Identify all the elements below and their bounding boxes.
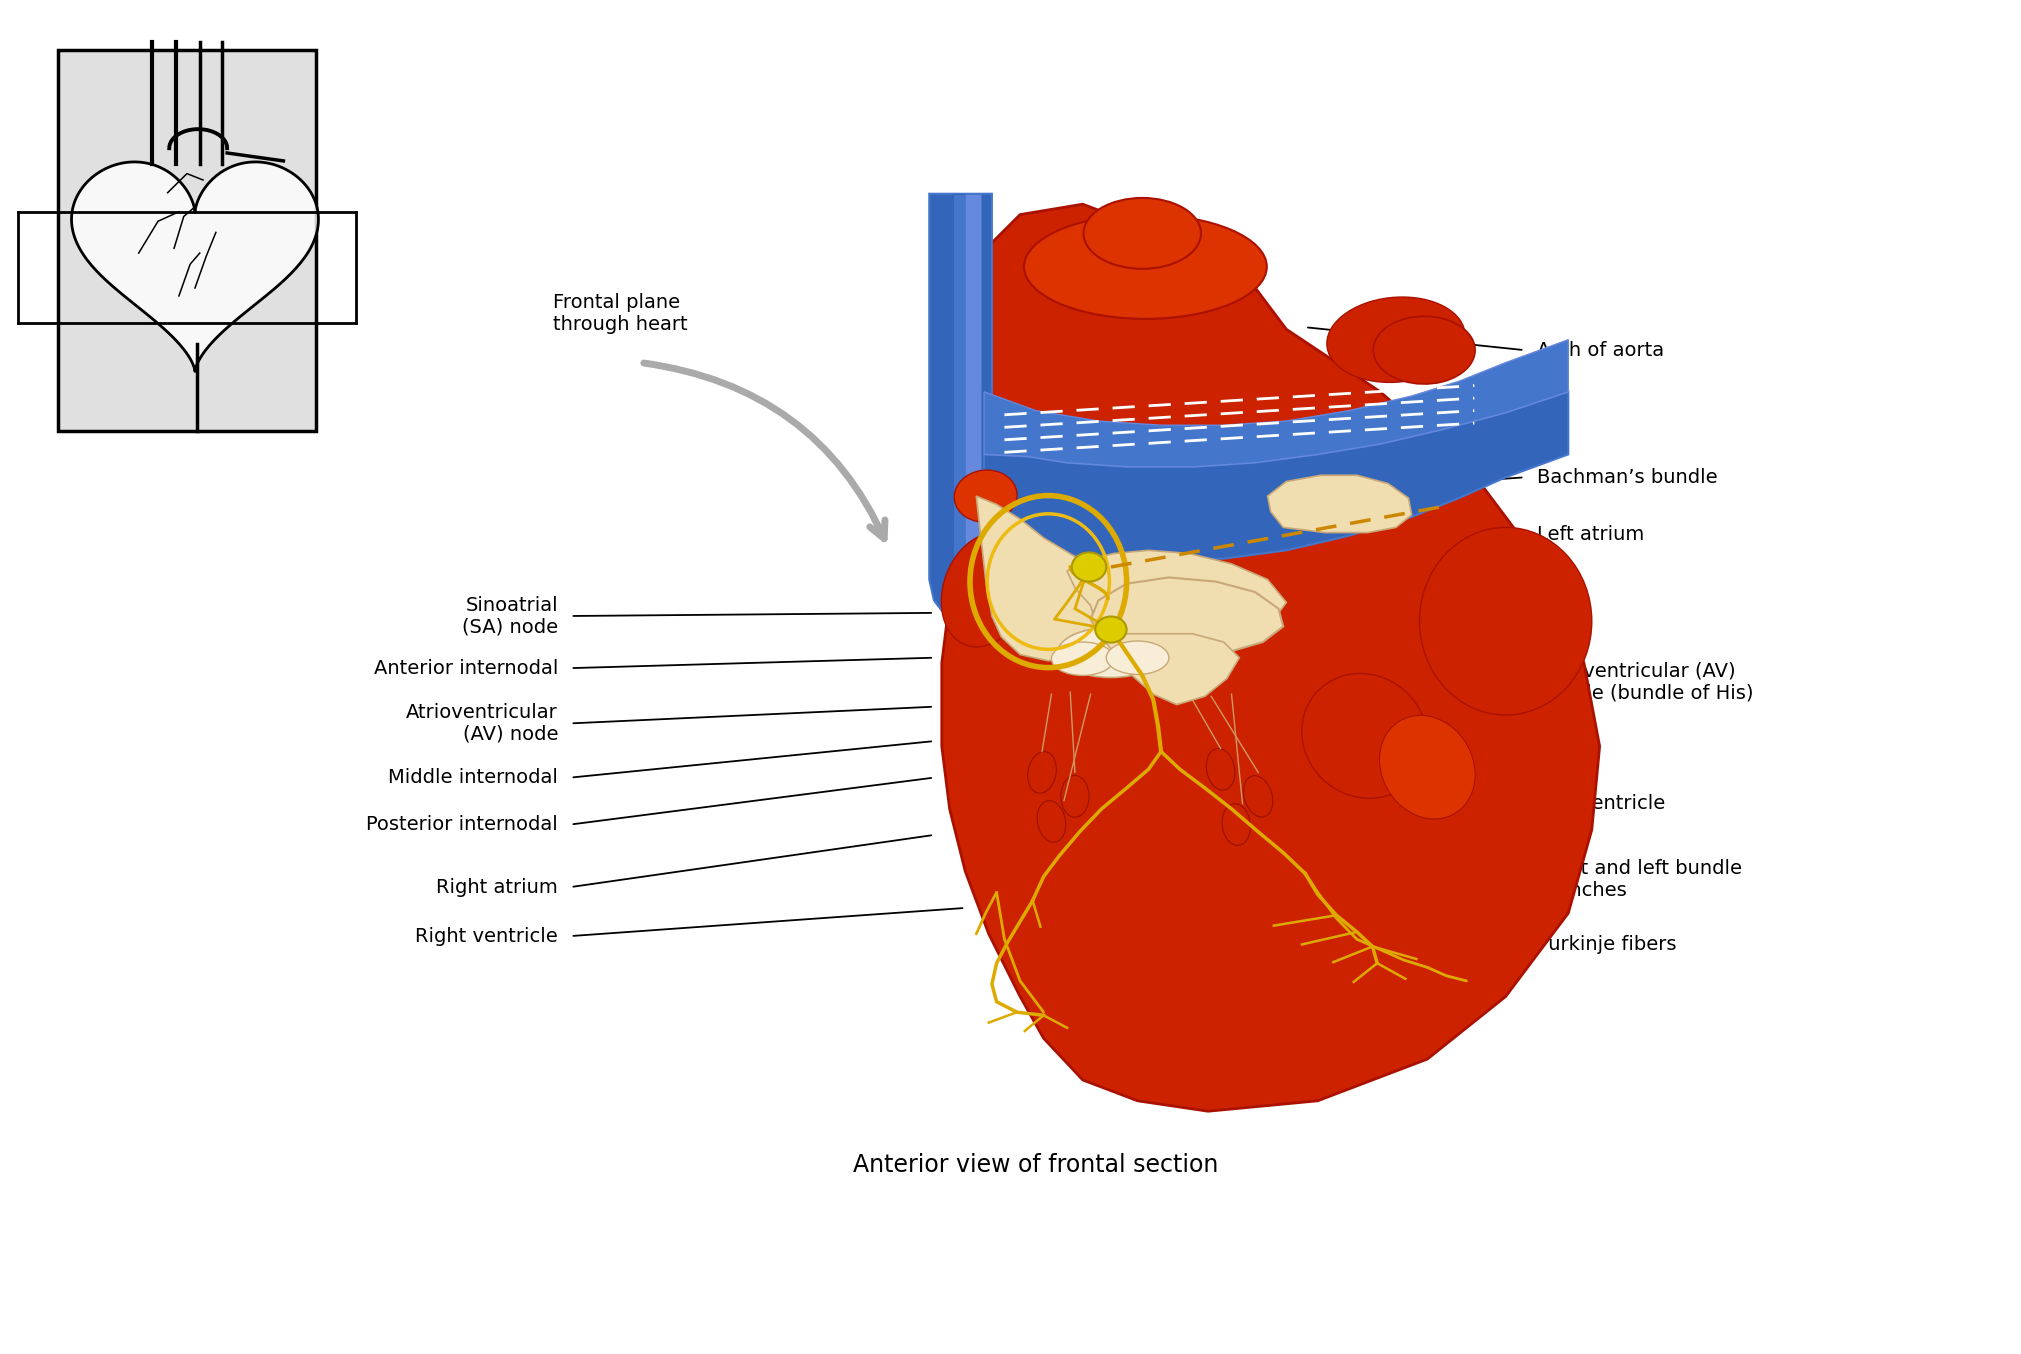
Ellipse shape bbox=[1071, 552, 1105, 582]
Ellipse shape bbox=[1051, 642, 1114, 676]
Text: Anterior view of frontal section: Anterior view of frontal section bbox=[853, 1154, 1219, 1178]
Ellipse shape bbox=[1037, 800, 1065, 842]
Ellipse shape bbox=[1061, 776, 1089, 818]
Ellipse shape bbox=[1083, 198, 1200, 269]
Ellipse shape bbox=[1302, 673, 1427, 799]
Polygon shape bbox=[984, 340, 1568, 467]
Ellipse shape bbox=[1057, 627, 1164, 677]
Text: Bachman’s bundle: Bachman’s bundle bbox=[1538, 468, 1718, 487]
FancyBboxPatch shape bbox=[59, 50, 315, 431]
Polygon shape bbox=[1067, 550, 1287, 642]
Polygon shape bbox=[71, 162, 319, 371]
Ellipse shape bbox=[1243, 776, 1273, 816]
Polygon shape bbox=[942, 204, 1601, 1112]
Ellipse shape bbox=[942, 533, 1031, 647]
Ellipse shape bbox=[1380, 715, 1475, 819]
Text: Right and left bundle
branches: Right and left bundle branches bbox=[1538, 860, 1742, 900]
Ellipse shape bbox=[954, 470, 1017, 523]
Text: Anterior internodal: Anterior internodal bbox=[374, 658, 558, 677]
Text: Sinoatrial
(SA) node: Sinoatrial (SA) node bbox=[463, 596, 558, 636]
Text: Frontal plane
through heart: Frontal plane through heart bbox=[554, 294, 687, 334]
Ellipse shape bbox=[1223, 804, 1251, 845]
Ellipse shape bbox=[1207, 749, 1235, 789]
Text: Arch of aorta: Arch of aorta bbox=[1538, 341, 1663, 360]
Polygon shape bbox=[976, 496, 1114, 661]
Text: Right ventricle: Right ventricle bbox=[414, 926, 558, 945]
Polygon shape bbox=[966, 194, 980, 559]
Polygon shape bbox=[1267, 475, 1413, 532]
Ellipse shape bbox=[1419, 528, 1593, 715]
Text: Purkinje fibers: Purkinje fibers bbox=[1538, 934, 1677, 955]
Ellipse shape bbox=[1095, 616, 1126, 643]
Ellipse shape bbox=[1328, 297, 1465, 382]
Polygon shape bbox=[952, 194, 976, 580]
Ellipse shape bbox=[1374, 317, 1475, 385]
Text: Left ventricle: Left ventricle bbox=[1538, 795, 1665, 814]
Text: Atrioventricular
(AV) node: Atrioventricular (AV) node bbox=[406, 703, 558, 743]
Text: Right atrium: Right atrium bbox=[437, 877, 558, 896]
Polygon shape bbox=[984, 391, 1568, 561]
Polygon shape bbox=[930, 194, 992, 611]
Polygon shape bbox=[1101, 634, 1239, 704]
Text: Atrioventricular (AV)
bundle (bundle of His): Atrioventricular (AV) bundle (bundle of … bbox=[1538, 661, 1754, 703]
Text: Left atrium: Left atrium bbox=[1538, 525, 1645, 544]
Text: Middle internodal: Middle internodal bbox=[388, 768, 558, 787]
Polygon shape bbox=[1091, 577, 1283, 657]
Text: Posterior internodal: Posterior internodal bbox=[366, 815, 558, 834]
Ellipse shape bbox=[1029, 751, 1057, 793]
Ellipse shape bbox=[1025, 215, 1267, 318]
Ellipse shape bbox=[1105, 640, 1168, 674]
